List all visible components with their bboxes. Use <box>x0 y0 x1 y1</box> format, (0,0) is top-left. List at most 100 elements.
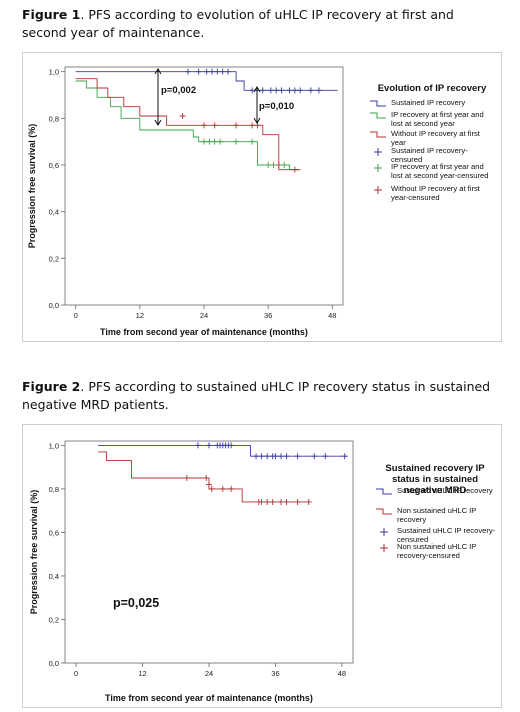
censor-mark <box>209 68 216 75</box>
censor-mark <box>305 498 312 505</box>
p-value-annotation: p=0,025 <box>113 596 159 610</box>
figure-1-panel: 0,0 0,2 0,4 0,6 0,8 1,0 0 12 24 36 48 Time from sec… <box>22 52 502 342</box>
y-tick-label: 0,2 <box>49 615 59 624</box>
arrow-head <box>154 119 162 126</box>
censor-mark <box>194 442 201 449</box>
legend-item-label: IP recovery at first year and lost at se… <box>391 110 484 128</box>
censor-mark <box>307 87 314 94</box>
censor-mark <box>184 68 191 75</box>
legend-line-swatch <box>370 112 386 119</box>
legend-line-swatch <box>376 508 392 515</box>
legend-2-title: Sustained recovery IP status in sustaine… <box>385 463 485 496</box>
censor-mark <box>269 498 276 505</box>
y-tick-label: 0,0 <box>49 301 59 310</box>
figure-2-label: Figure 2 <box>22 379 81 394</box>
figure-1-caption-text: . PFS according to evolution of uHLC IP … <box>22 7 454 40</box>
legend-item-label: IP recovery at first year and lost at se… <box>391 162 489 180</box>
censor-mark <box>341 453 348 460</box>
legend-line-swatch <box>370 131 386 138</box>
censor-mark <box>258 453 265 460</box>
censor-mark <box>264 453 271 460</box>
censor-mark <box>203 475 210 481</box>
plot-frame <box>64 440 354 664</box>
censor-mark <box>249 87 256 94</box>
censor-mark <box>249 122 256 129</box>
censor-mark <box>195 68 202 75</box>
x-tick-label: 0 <box>74 311 78 320</box>
survival-curve <box>75 80 301 171</box>
censor-mark <box>259 87 266 94</box>
survival-curve <box>98 451 312 503</box>
censor-mark <box>294 453 301 460</box>
censor-mark <box>228 442 235 449</box>
y-tick-label: 0,2 <box>49 254 59 263</box>
censor-mark <box>278 87 285 94</box>
censor-mark <box>281 162 288 168</box>
censor-mark <box>208 485 215 492</box>
arrow-head <box>253 117 261 124</box>
censor-mark <box>225 68 232 75</box>
x-tick-label: 12 <box>138 669 146 678</box>
censor-mark <box>211 138 218 145</box>
censor-mark <box>249 138 256 145</box>
censor-mark <box>206 481 212 488</box>
arrow-head <box>154 68 162 75</box>
censor-mark <box>283 498 290 505</box>
censor-mark <box>219 485 226 492</box>
x-tick-label: 48 <box>328 311 336 320</box>
y-tick-label: 1,0 <box>49 68 59 77</box>
censor-mark <box>291 166 298 173</box>
km-chart-2: 0,0 0,2 0,4 0,6 0,8 1,0 0 12 24 36 48 Time from sec… <box>29 440 354 703</box>
censor-mark <box>322 453 329 460</box>
censor-mark <box>206 138 213 145</box>
x-tick-label: 12 <box>136 311 144 320</box>
y-axis-label: Progression free survival (%) <box>29 490 39 615</box>
y-tick-label: 0,8 <box>49 114 59 123</box>
censor-mark <box>228 485 235 492</box>
legend-item-label: Without IP recovery at first year <box>391 129 480 147</box>
legend-censor-swatch <box>374 186 382 194</box>
legend-1-title: Evolution of IP recovery <box>377 83 487 94</box>
x-tick-label: 36 <box>271 669 279 678</box>
censor-mark <box>264 498 271 505</box>
y-tick-label: 1,0 <box>49 441 59 450</box>
censor-mark <box>217 138 224 145</box>
figure-1-caption: Figure 1. PFS according to evolution of … <box>22 6 502 42</box>
legend-line-swatch <box>376 488 392 495</box>
y-tick-label: 0,6 <box>49 528 59 537</box>
legend-censor-swatch <box>374 148 382 156</box>
censor-mark <box>219 68 226 75</box>
censor-mark <box>272 453 279 460</box>
censor-mark <box>206 442 212 449</box>
legend-item-label: Sustained uHLC IP recovery <box>397 486 493 495</box>
censor-mark <box>211 122 218 129</box>
censor-mark <box>203 68 210 75</box>
censor-mark <box>253 453 260 460</box>
x-axis-label: Time from second year of maintenance (mo… <box>100 327 308 337</box>
x-tick-label: 24 <box>205 669 213 678</box>
arrow-head <box>253 86 261 93</box>
x-tick-label: 36 <box>264 311 272 320</box>
censor-mark <box>267 87 274 94</box>
censor-mark <box>311 453 318 460</box>
censor-mark <box>183 475 190 481</box>
censor-mark <box>278 498 284 505</box>
y-tick-label: 0,8 <box>49 485 59 494</box>
figure-2-caption-text: . PFS according to sustained uHLC IP rec… <box>22 379 491 412</box>
censor-mark <box>201 122 207 129</box>
y-tick-label: 0,4 <box>49 572 59 581</box>
legend-2: Sustained recovery IP status in sustaine… <box>375 463 495 623</box>
legend-item-label: Without IP recovery at first year-censur… <box>391 184 480 202</box>
censor-mark <box>179 113 186 119</box>
censor-mark <box>273 87 280 94</box>
legend-censor-swatch <box>374 164 382 172</box>
censor-mark <box>254 122 261 129</box>
censor-mark <box>315 87 322 94</box>
legend-censor-swatch <box>380 544 388 552</box>
censor-mark <box>233 138 240 145</box>
plot-frame <box>64 66 344 306</box>
x-tick-label: 48 <box>338 669 346 678</box>
censor-mark <box>233 122 240 129</box>
censor-mark <box>214 68 221 75</box>
km-chart-1: 0,0 0,2 0,4 0,6 0,8 1,0 0 12 24 36 48 Time from sec… <box>27 66 344 337</box>
